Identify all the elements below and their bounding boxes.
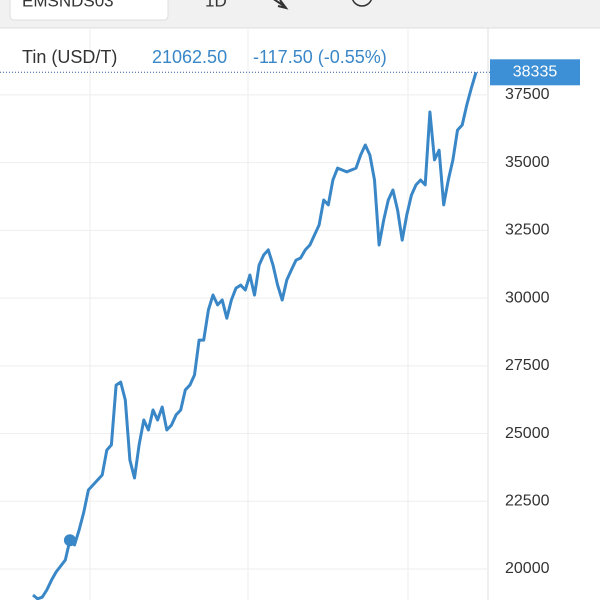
interval[interactable]: 1D [205, 0, 227, 10]
legend-change: -117.50 (-0.55%) [253, 47, 387, 67]
y-tick-label: 37500 [505, 86, 550, 103]
y-tick-label: 32500 [505, 222, 550, 239]
plot [0, 71, 488, 600]
y-tick-label: 25000 [505, 425, 550, 442]
symbol-box[interactable] [9, 0, 169, 21]
y-tick-label: 30000 [505, 289, 550, 306]
price-line [32, 71, 478, 600]
indicator-icon[interactable] [272, 0, 289, 10]
last-price-label: 38335 [513, 64, 558, 81]
y-tick-label: 22500 [505, 493, 550, 510]
y-tick-label: 20000 [505, 560, 550, 577]
add-icon[interactable] [352, 0, 372, 7]
symbol[interactable]: EMSNDS03 [22, 0, 114, 10]
crosshair-point [63, 534, 76, 547]
last-price-tag [490, 59, 580, 86]
legend-name: Tin (USD/T) [22, 47, 117, 67]
y-tick-label: 35000 [505, 154, 550, 171]
legend-value: 21062.50 [152, 47, 227, 67]
y-tick-label: 27500 [505, 357, 550, 374]
